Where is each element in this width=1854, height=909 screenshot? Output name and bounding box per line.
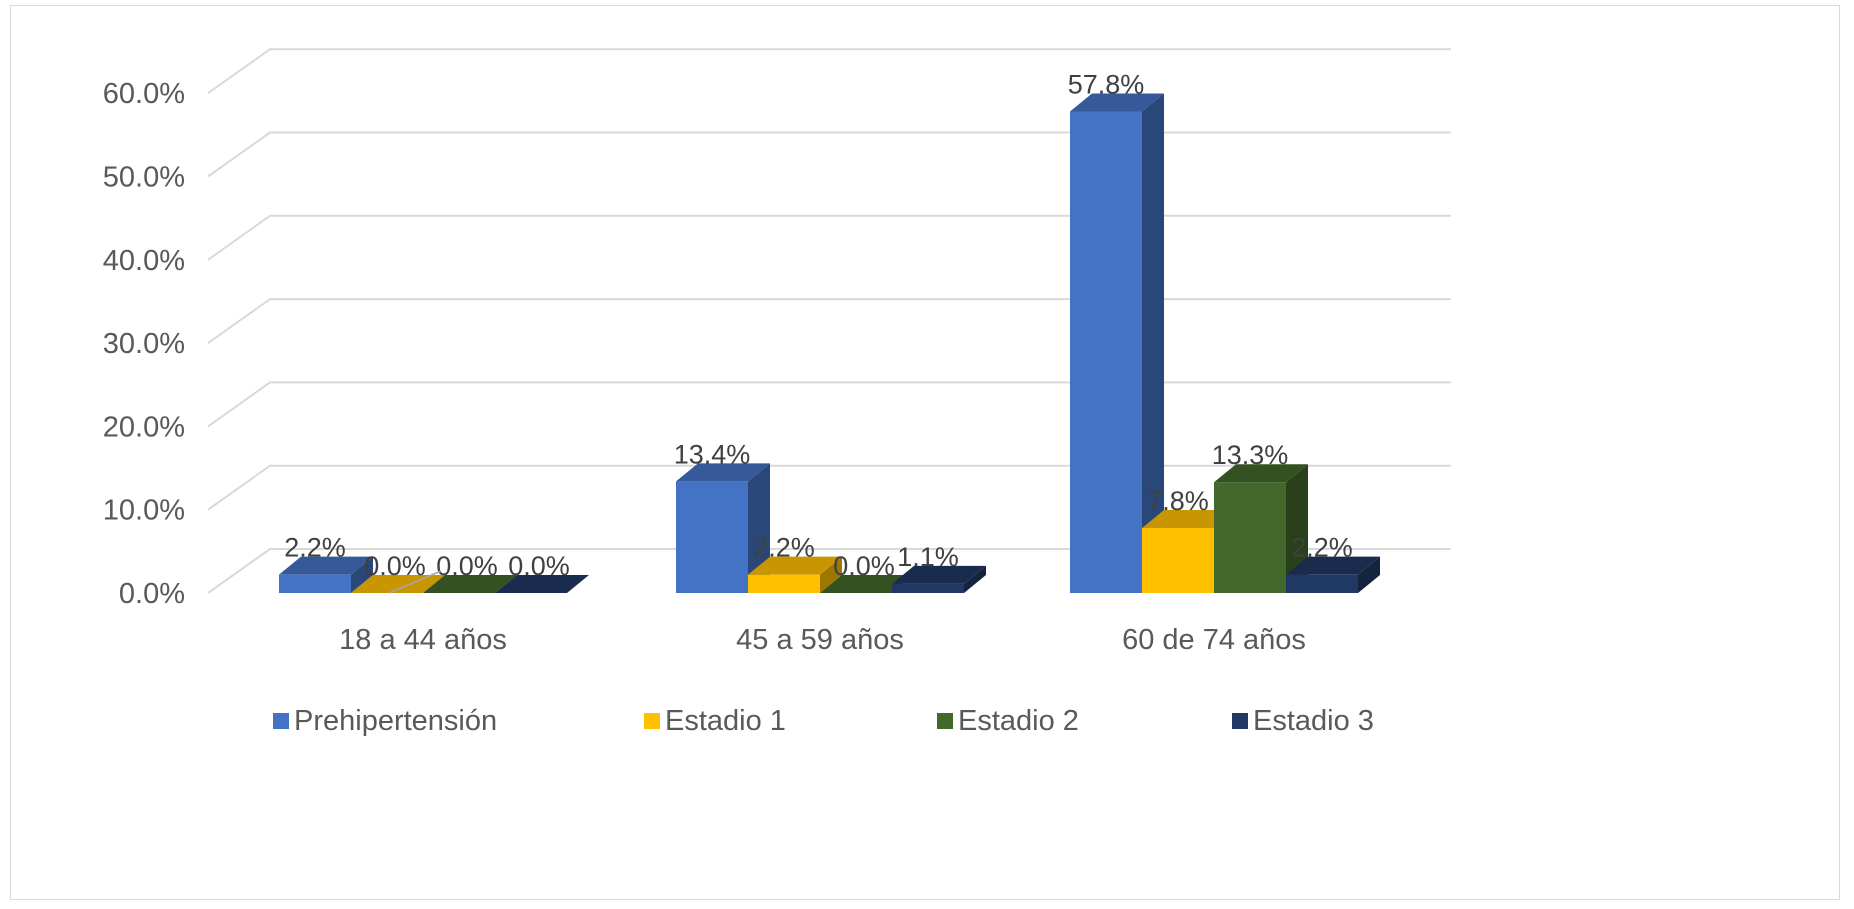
bar-front	[279, 574, 351, 593]
bars	[279, 93, 1380, 593]
legend-item: Estadio 1	[644, 705, 786, 737]
data-label: 0.0%	[364, 551, 426, 581]
legend-label: Estadio 3	[1253, 705, 1374, 737]
y-axis-ticks: 0.0% 10.0% 20.0% 30.0% 40.0% 50.0% 60.0%	[103, 78, 185, 610]
bar-side	[351, 556, 373, 593]
bar-top	[892, 565, 986, 584]
data-label: 0.0%	[508, 551, 570, 581]
legend-swatch	[937, 713, 953, 729]
bar-front	[1214, 482, 1286, 593]
gridline	[207, 548, 1451, 594]
bar-top	[1214, 464, 1308, 483]
data-label: 1.1%	[897, 542, 959, 572]
category-label: 60 de 74 años	[1122, 624, 1306, 656]
bar	[1070, 93, 1164, 593]
label-leader-line	[388, 570, 442, 594]
bar-front	[676, 481, 748, 593]
legend-swatch	[273, 713, 289, 729]
data-label: 7.8%	[1147, 486, 1209, 516]
y-tick-label: 60.0%	[103, 78, 185, 110]
legend-swatch	[644, 713, 660, 729]
gridline	[207, 48, 1451, 95]
bar-top	[1142, 510, 1236, 529]
legend-label: Prehipertensión	[294, 705, 497, 737]
bar-top	[1286, 556, 1380, 575]
bar-front	[1286, 574, 1358, 593]
legend-label: Estadio 2	[958, 705, 1079, 737]
bar-top	[820, 575, 914, 593]
gridline	[207, 381, 1451, 428]
gridline	[207, 214, 1451, 261]
data-label: 2.2%	[1291, 533, 1353, 563]
bar	[423, 575, 517, 593]
bar-side	[748, 463, 770, 593]
y-tick-label: 50.0%	[103, 162, 185, 194]
bar-top	[279, 556, 373, 575]
gridline	[207, 464, 1451, 511]
bar-front	[748, 574, 820, 593]
bar	[820, 575, 914, 593]
data-label: 13.4%	[674, 439, 751, 469]
bar-front	[1142, 528, 1214, 593]
legend-item: Estadio 2	[937, 705, 1079, 737]
bar	[495, 575, 589, 593]
data-label: 57.8%	[1068, 70, 1145, 100]
bar-top	[423, 575, 517, 593]
category-label: 45 a 59 años	[736, 624, 904, 656]
bar-side	[964, 565, 986, 593]
data-label: 13.3%	[1212, 440, 1289, 470]
data-label: 2.2%	[753, 533, 815, 563]
chart-svg: 0.0% 10.0% 20.0% 30.0% 40.0% 50.0% 60.0% 18 a 4…	[103, 48, 1451, 737]
bar-side	[820, 556, 842, 593]
legend-item: Estadio 3	[1232, 705, 1374, 737]
bar-top	[495, 575, 589, 593]
gridline	[207, 298, 1451, 344]
data-label: 0.0%	[436, 551, 498, 581]
data-label: 0.0%	[833, 551, 895, 581]
legend-item: Prehipertensión	[273, 705, 497, 737]
y-tick-label: 40.0%	[103, 245, 185, 277]
bar-side	[1358, 556, 1380, 593]
bar-side	[1286, 464, 1308, 593]
bar-top	[748, 556, 842, 575]
category-label: 18 a 44 años	[339, 624, 507, 656]
bar-front	[1070, 111, 1142, 593]
y-tick-label: 0.0%	[119, 578, 185, 610]
y-tick-label: 20.0%	[103, 411, 185, 443]
gridline	[207, 131, 1451, 178]
bar-top	[1070, 93, 1164, 112]
bar-side	[1142, 93, 1164, 593]
bar	[676, 463, 770, 593]
bar-top	[676, 463, 770, 482]
bar	[892, 565, 986, 593]
bar	[279, 556, 373, 593]
y-tick-label: 10.0%	[103, 495, 185, 527]
y-tick-label: 30.0%	[103, 328, 185, 360]
bar	[748, 556, 842, 593]
legend-swatch	[1232, 713, 1248, 729]
legend: Prehipertensión Estadio 1 Estadio 2 Estadio…	[273, 705, 1374, 737]
data-labels: 2.2%0.0% 0.0% 0.0%13.4%2.2%0.0% 1.1%57.8%7.…	[284, 70, 1353, 581]
data-label: 2.2%	[284, 533, 346, 563]
bar-front	[892, 583, 964, 593]
gridlines	[207, 48, 1451, 594]
bar	[1286, 556, 1380, 593]
legend-label: Estadio 1	[665, 705, 786, 737]
chart-frame: 0.0% 10.0% 20.0% 30.0% 40.0% 50.0% 60.0% 18 a 4…	[10, 5, 1840, 900]
bar	[1214, 464, 1308, 593]
